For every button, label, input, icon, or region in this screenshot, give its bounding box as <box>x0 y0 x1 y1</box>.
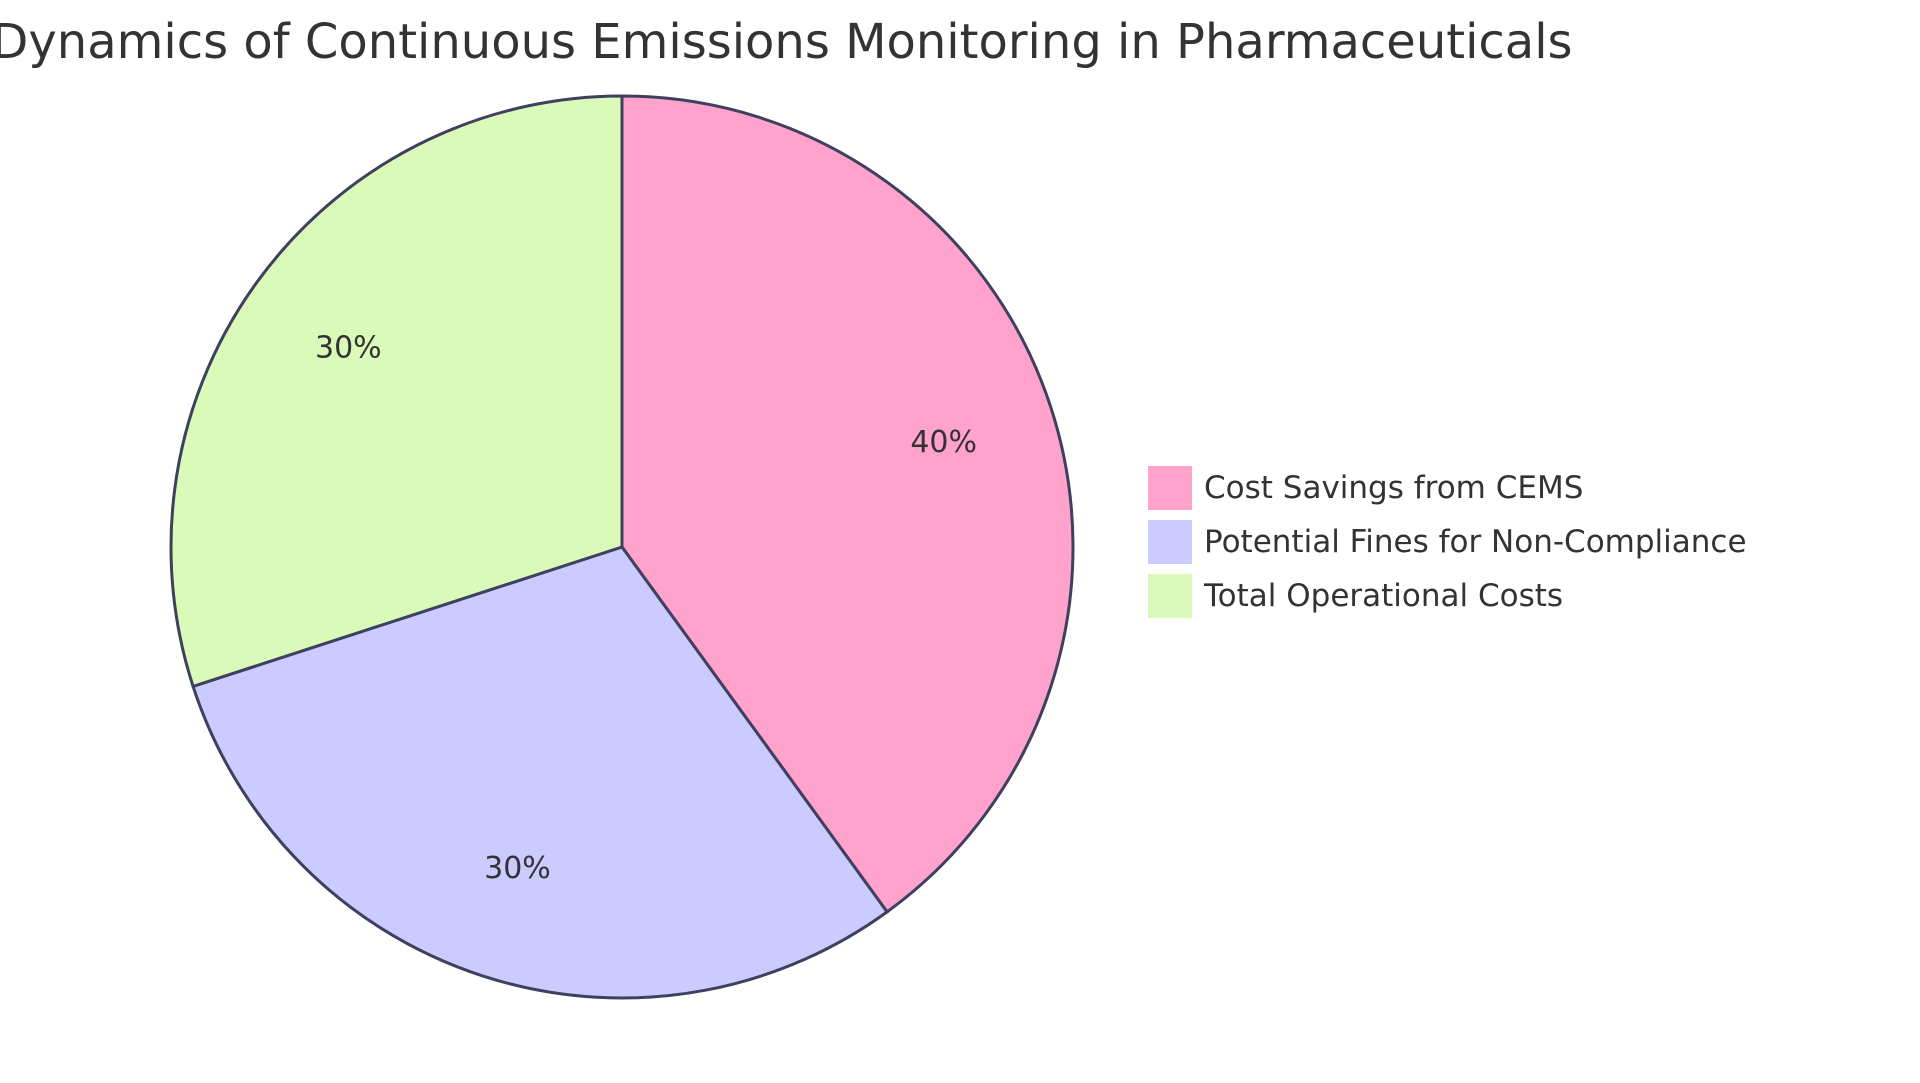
slice-value-label: 30% <box>484 851 551 886</box>
legend: Cost Savings from CEMS Potential Fines fo… <box>1148 466 1747 618</box>
chart-title: The Financial Dynamics of Continuous Emi… <box>0 14 1573 70</box>
legend-label: Potential Fines for Non-Compliance <box>1204 524 1747 560</box>
pie-slices <box>169 94 1075 1000</box>
legend-label: Total Operational Costs <box>1203 578 1563 614</box>
pie-slice <box>191 545 890 1000</box>
legend-swatch <box>1148 466 1192 510</box>
pie-slice <box>620 94 1075 914</box>
slice-value-labels: 40% 30% 30% <box>315 331 977 887</box>
legend-item: Potential Fines for Non-Compliance <box>1148 520 1747 564</box>
legend-item: Cost Savings from CEMS <box>1148 466 1583 510</box>
slice-value-label: 30% <box>315 331 382 366</box>
pie-slice <box>169 94 624 689</box>
legend-swatch <box>1148 520 1192 564</box>
legend-item: Total Operational Costs <box>1148 574 1563 618</box>
slice-value-label: 40% <box>910 425 977 460</box>
legend-label: Cost Savings from CEMS <box>1204 470 1583 506</box>
legend-swatch <box>1148 574 1192 618</box>
